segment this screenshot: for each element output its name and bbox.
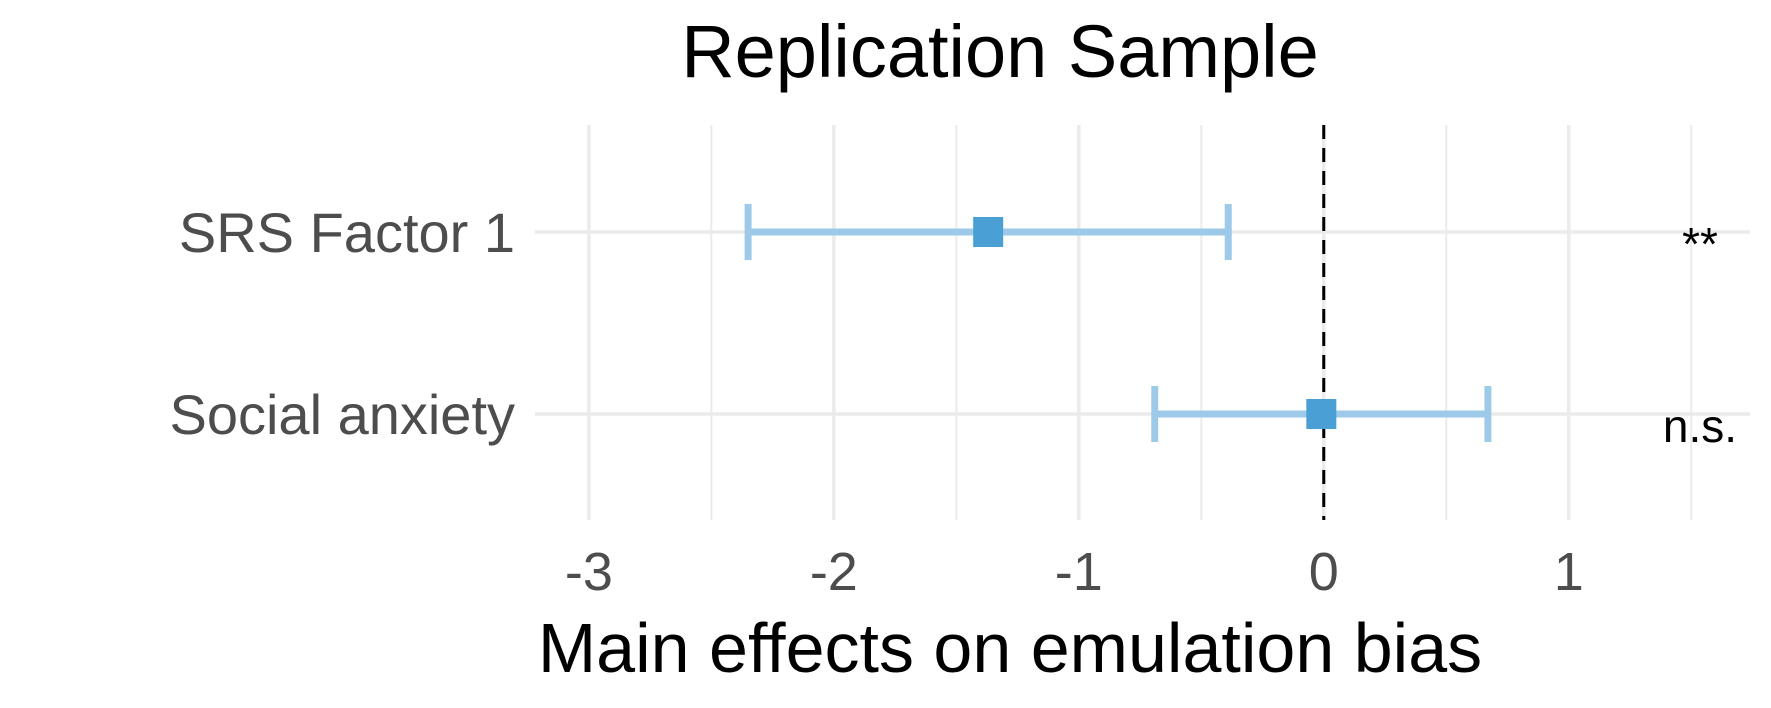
category-label: Social anxiety <box>169 383 515 446</box>
x-tick-label: 1 <box>1554 542 1584 602</box>
x-axis-label: Main effects on emulation bias <box>538 609 1482 687</box>
x-tick-label: 0 <box>1309 542 1339 602</box>
estimate-point <box>1306 399 1337 429</box>
x-tick-label: -3 <box>565 542 613 602</box>
plot-area: SRS Factor 1 ** Social anxiety n.s. -3 -2 -1 0 1 <box>169 125 1750 602</box>
chart-title: Replication Sample <box>681 10 1319 93</box>
significance-label: ** <box>1682 218 1718 270</box>
estimate-point <box>973 217 1004 247</box>
significance-label: n.s. <box>1663 400 1737 452</box>
x-tick-label: -1 <box>1055 542 1103 602</box>
x-tick-label: -2 <box>810 542 858 602</box>
category-label: SRS Factor 1 <box>179 201 515 264</box>
